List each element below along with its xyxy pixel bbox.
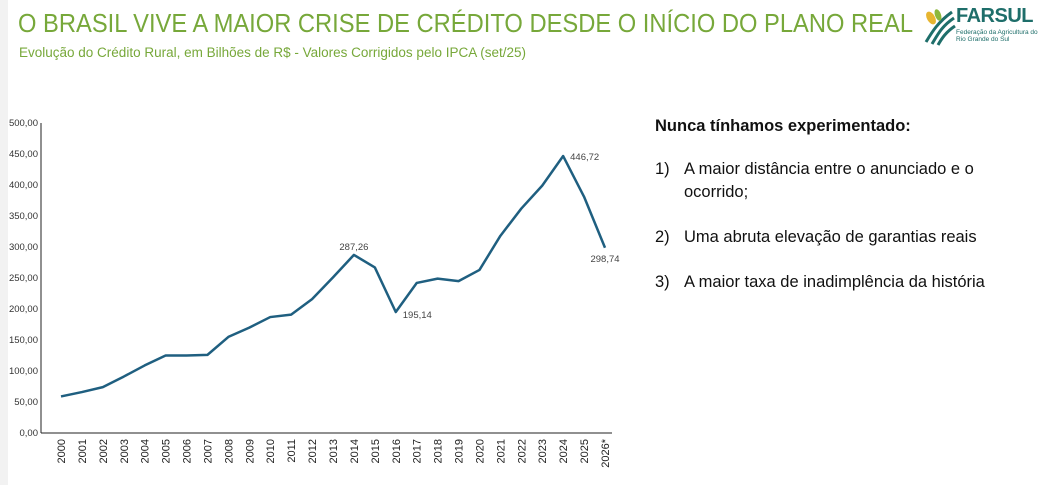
y-tick-label: 300,00: [9, 242, 38, 253]
x-tick-label: 2023: [537, 439, 549, 463]
y-tick-label: 500,00: [9, 118, 38, 129]
y-tick-label: 450,00: [9, 149, 38, 160]
x-tick-label: 2020: [474, 439, 486, 463]
y-tick-label: 50,00: [14, 397, 38, 408]
x-tick-label: 2012: [307, 439, 319, 463]
left-edge: [0, 0, 8, 485]
x-tick-label: 2016: [391, 439, 403, 463]
x-tick-label: 2002: [98, 439, 110, 463]
x-tick-label: 2008: [223, 439, 235, 463]
x-tick-label: 2001: [77, 439, 89, 463]
y-tick-label: 250,00: [9, 273, 38, 284]
data-label: 287,26: [339, 242, 368, 253]
y-tick-label: 100,00: [9, 366, 38, 377]
credit-line-chart: 0,00 50,00 100,00 150,00 200,00 250,00 300,00 3…: [9, 118, 620, 468]
logo-brand: FARSUL: [956, 5, 1034, 27]
x-tick-label: 2007: [202, 439, 214, 463]
x-tick-label: 2018: [433, 439, 445, 463]
x-tick-label: 2025: [579, 439, 591, 463]
note-text: Uma abruta elevação de garantias reais: [684, 228, 977, 246]
chart-subtitle: Evolução do Crédito Rural, em Bilhões de…: [19, 45, 526, 60]
y-tick-label: 150,00: [9, 335, 38, 346]
note-item: 2) Uma abruta elevação de garantias reai…: [655, 226, 1024, 249]
data-label: 298,74: [590, 254, 619, 265]
x-tick-label: 2014: [349, 439, 361, 463]
y-tick-label: 0,00: [20, 428, 39, 439]
x-tick-label: 2019: [454, 439, 466, 463]
x-tick-label: 2011: [286, 439, 298, 463]
data-label: 195,14: [403, 310, 432, 321]
note-text: A maior distância entre o anunciado e o …: [684, 160, 974, 201]
page-title: O BRASIL VIVE A MAIOR CRISE DE CRÉDITO D…: [18, 8, 914, 38]
y-tick-label: 200,00: [9, 304, 38, 315]
x-tick-label: 2005: [161, 439, 173, 463]
note-number: 1): [655, 160, 670, 178]
note-item: 3) A maior taxa de inadimplência da hist…: [655, 271, 1024, 294]
notes-panel: Nunca tínhamos experimentado: 1) A maior…: [655, 117, 1024, 316]
y-tick-label: 400,00: [9, 180, 38, 191]
notes-heading: Nunca tínhamos experimentado:: [655, 117, 911, 135]
logo-tagline: Federação da Agricultura do Rio Grande d…: [956, 29, 1038, 43]
x-tick-label: 2004: [140, 439, 152, 463]
x-tick-label: 2024: [558, 439, 570, 463]
series-line: [60, 154, 607, 398]
x-tick-label: 2009: [244, 439, 256, 463]
x-tick-label: 2022: [516, 439, 528, 463]
x-tick-label: 2003: [119, 439, 131, 463]
x-tick-label: 2026*: [600, 438, 612, 467]
wheat-logo-icon: [924, 9, 956, 46]
note-item: 1) A maior distância entre o anunciado e…: [655, 158, 1024, 204]
x-tick-label: 2015: [370, 439, 382, 463]
y-tick-label: 350,00: [9, 211, 38, 222]
note-text: A maior taxa de inadimplência da históri…: [684, 273, 985, 291]
farsul-logo: FARSUL Federação da Agricultura do Rio G…: [922, 6, 1040, 48]
x-tick-label: 2017: [412, 439, 424, 463]
note-number: 2): [655, 228, 670, 246]
x-tick-label: 2000: [56, 439, 68, 463]
x-tick-label: 2021: [495, 439, 507, 463]
data-label: 446,72: [570, 152, 599, 163]
x-tick-label: 2006: [182, 439, 194, 463]
x-tick-label: 2010: [265, 439, 277, 463]
note-number: 3): [655, 273, 670, 291]
x-tick-label: 2013: [328, 439, 340, 463]
